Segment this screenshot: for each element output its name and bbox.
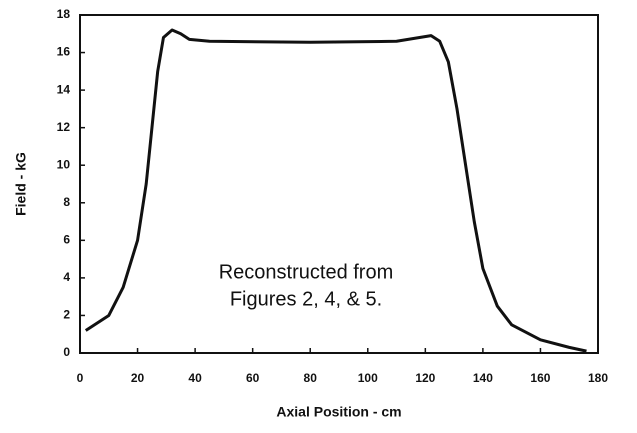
y-tick-label: 2 — [63, 308, 70, 322]
x-tick-label: 140 — [473, 371, 493, 385]
y-tick-label: 4 — [63, 270, 70, 284]
y-axis-label: Field - kG — [13, 152, 29, 216]
x-tick-label: 80 — [304, 371, 318, 385]
y-tick-label: 10 — [57, 157, 71, 171]
x-tick-label: 160 — [530, 371, 550, 385]
data-line — [84, 28, 587, 353]
y-tick-label: 6 — [63, 233, 70, 247]
y-tick-label: 16 — [57, 45, 71, 59]
y-tick-label: 14 — [57, 82, 71, 96]
x-tick-label: 120 — [415, 371, 435, 385]
y-tick-label: 0 — [63, 345, 70, 359]
y-tick-label: 18 — [57, 7, 71, 21]
annotation: Reconstructed from — [219, 261, 394, 283]
x-tick-label: 0 — [77, 371, 84, 385]
x-axis-label: Axial Position - cm — [276, 404, 401, 420]
x-tick-label: 40 — [188, 371, 202, 385]
x-tick-label: 100 — [358, 371, 378, 385]
plot-frame — [79, 14, 599, 354]
x-tick-label: 20 — [131, 371, 145, 385]
y-tick-label: 12 — [57, 120, 71, 134]
x-tick-label: 180 — [588, 371, 608, 385]
annotation: Figures 2, 4, & 5. — [230, 288, 382, 310]
x-tick-label: 60 — [246, 371, 260, 385]
y-tick-label: 8 — [63, 195, 70, 209]
